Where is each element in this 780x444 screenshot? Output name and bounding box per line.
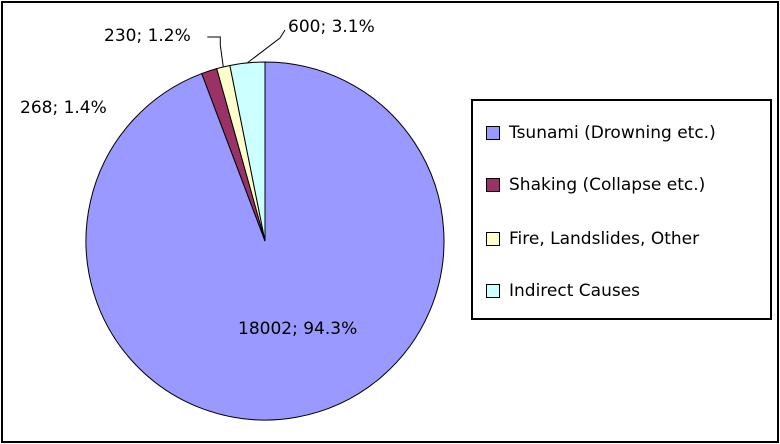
legend-swatch-fire xyxy=(486,232,500,246)
leader-lines xyxy=(207,29,286,67)
data-label-fire: 230; 1.2% xyxy=(104,26,191,46)
legend-item-indirect: Indirect Causes xyxy=(486,279,640,303)
data-label-indirect: 600; 3.1% xyxy=(288,17,375,37)
pie-slice-indirect xyxy=(229,61,266,242)
legend-swatch-shaking xyxy=(486,178,500,192)
data-label-shaking: 268; 1.4% xyxy=(20,98,107,118)
legend-label-indirect: Indirect Causes xyxy=(509,281,641,301)
legend-item-fire: Fire, Landslides, Other xyxy=(486,227,699,251)
legend-label-shaking: Shaking (Collapse etc.) xyxy=(509,175,706,195)
legend: Tsunami (Drowning etc.) Shaking (Collaps… xyxy=(471,99,772,320)
legend-item-tsunami: Tsunami (Drowning etc.) xyxy=(486,121,716,145)
legend-swatch-tsunami xyxy=(486,126,500,140)
legend-item-shaking: Shaking (Collapse etc.) xyxy=(486,173,705,197)
leader-line-fire xyxy=(207,36,224,67)
pie-slices xyxy=(85,61,445,421)
legend-swatch-indirect xyxy=(486,284,500,298)
legend-label-fire: Fire, Landslides, Other xyxy=(509,229,700,249)
legend-label-tsunami: Tsunami (Drowning etc.) xyxy=(509,123,716,143)
leader-line-indirect xyxy=(247,29,286,64)
data-label-tsunami: 18002; 94.3% xyxy=(238,319,357,339)
